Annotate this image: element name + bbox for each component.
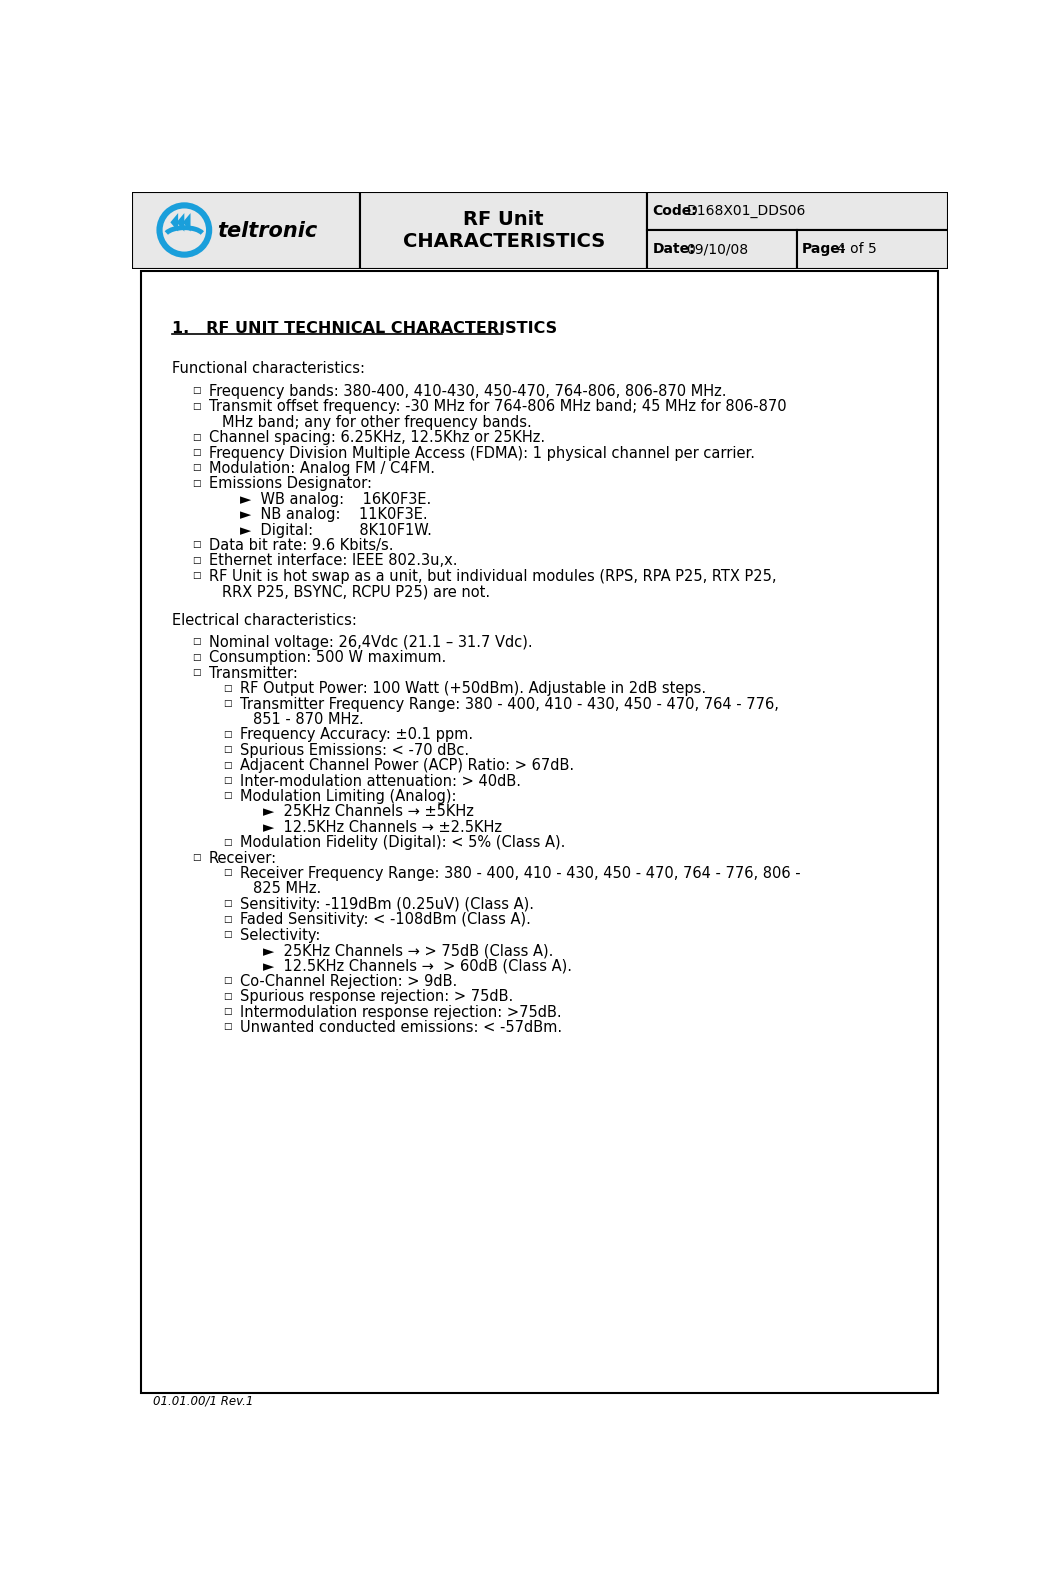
Text: □: □ [223,776,232,785]
Text: ►  12.5KHz Channels →  > 60dB (Class A).: ► 12.5KHz Channels → > 60dB (Class A). [263,959,573,974]
Text: ►  Digital:          8K10F1W.: ► Digital: 8K10F1W. [240,522,432,538]
Bar [132,192,948,268]
Text: Spurious Emissions: < -70 dBc.: Spurious Emissions: < -70 dBc. [240,742,470,758]
Text: □: □ [192,402,200,410]
Text: □: □ [223,1007,232,1017]
Text: Consumption: 500 W maximum.: Consumption: 500 W maximum. [210,651,446,666]
Text: □: □ [223,1023,232,1031]
Text: 825 MHz.: 825 MHz. [253,881,321,897]
Text: Receiver Frequency Range: 380 - 400, 410 - 430, 450 - 470, 764 - 776, 806 -: Receiver Frequency Range: 380 - 400, 410… [240,867,800,881]
Text: □: □ [192,571,200,579]
Text: Unwanted conducted emissions: < -57dBm.: Unwanted conducted emissions: < -57dBm. [240,1020,562,1036]
Text: □: □ [223,915,232,924]
Text: ►  12.5KHz Channels → ±2.5KHz: ► 12.5KHz Channels → ±2.5KHz [263,820,502,835]
Text: Receiver:: Receiver: [210,851,277,865]
Text: 1.   RF UNIT TECHNICAL CHARACTERISTICS: 1. RF UNIT TECHNICAL CHARACTERISTICS [172,321,557,335]
Text: RF Output Power: 100 Watt (+50dBm). Adjustable in 2dB steps.: RF Output Power: 100 Watt (+50dBm). Adju… [240,681,707,696]
Text: □: □ [223,729,232,739]
Bar [647,230,797,268]
Text: Electrical characteristics:: Electrical characteristics: [172,613,357,629]
Text: ►  25KHz Channels → ±5KHz: ► 25KHz Channels → ±5KHz [263,804,474,819]
Text: Co-Channel Rejection: > 9dB.: Co-Channel Rejection: > 9dB. [240,974,457,990]
Circle shape [162,209,206,252]
Text: □: □ [223,745,232,755]
Text: Selectivity:: Selectivity: [240,927,320,943]
Text: Inter-modulation attenuation: > 40dB.: Inter-modulation attenuation: > 40dB. [240,774,521,788]
Text: Frequency Accuracy: ±0.1 ppm.: Frequency Accuracy: ±0.1 ppm. [240,728,473,742]
Text: □: □ [192,448,200,456]
Text: □: □ [223,699,232,709]
Text: Date:: Date: [653,243,695,257]
Text: □: □ [192,463,200,472]
Text: Transmitter:: Transmitter: [210,666,298,681]
Text: □: □ [192,653,200,662]
Text: ►  WB analog:    16K0F3E.: ► WB analog: 16K0F3E. [240,492,432,508]
Text: Page:: Page: [802,243,847,257]
Polygon shape [171,214,178,231]
Text: Data bit rate: 9.6 Kbits/s.: Data bit rate: 9.6 Kbits/s. [210,538,394,554]
Text: □: □ [223,868,232,878]
Bar [797,230,948,268]
Text: □: □ [223,977,232,985]
Text: Frequency bands: 380-400, 410-430, 450-470, 764-806, 806-870 MHz.: Frequency bands: 380-400, 410-430, 450-4… [210,385,727,399]
Text: RF Unit is hot swap as a unit, but individual modules (RPS, RPA P25, RTX P25,: RF Unit is hot swap as a unit, but indiv… [210,568,777,584]
Text: □: □ [192,479,200,488]
Text: □: □ [192,637,200,646]
Text: Modulation Limiting (Analog):: Modulation Limiting (Analog): [240,788,457,804]
Text: Modulation: Analog FM / C4FM.: Modulation: Analog FM / C4FM. [210,461,435,476]
Text: □: □ [223,991,232,1001]
Polygon shape [177,214,184,231]
Text: Spurious response rejection: > 75dB.: Spurious response rejection: > 75dB. [240,990,514,1004]
Bar [360,192,647,268]
Text: □: □ [223,930,232,938]
Text: □: □ [192,386,200,396]
Text: RRX P25, BSYNC, RCPU P25) are not.: RRX P25, BSYNC, RCPU P25) are not. [221,584,490,598]
Text: □: □ [223,838,232,846]
Text: □: □ [192,852,200,862]
Text: Modulation Fidelity (Digital): < 5% (Class A).: Modulation Fidelity (Digital): < 5% (Cla… [240,835,565,851]
Text: Frequency Division Multiple Access (FDMA): 1 physical channel per carrier.: Frequency Division Multiple Access (FDMA… [210,445,755,461]
Text: ►  25KHz Channels → > 75dB (Class A).: ► 25KHz Channels → > 75dB (Class A). [263,943,554,958]
Text: Code:: Code: [653,204,697,217]
Text: teltronic: teltronic [217,220,317,241]
Circle shape [157,203,213,257]
Text: ►  NB analog:    11K0F3E.: ► NB analog: 11K0F3E. [240,508,428,522]
Text: Transmitter Frequency Range: 380 - 400, 410 - 430, 450 - 470, 764 - 776,: Transmitter Frequency Range: 380 - 400, … [240,696,779,712]
Bar [132,192,360,268]
Text: Channel spacing: 6.25KHz, 12.5Khz or 25KHz.: Channel spacing: 6.25KHz, 12.5Khz or 25K… [210,431,545,445]
Bar [647,192,948,230]
Text: RF Unit
CHARACTERISTICS: RF Unit CHARACTERISTICS [402,209,604,251]
Text: □: □ [192,669,200,677]
Text: Transmit offset frequency: -30 MHz for 764-806 MHz band; 45 MHz for 806-870: Transmit offset frequency: -30 MHz for 7… [210,399,787,415]
Text: Functional characteristics:: Functional characteristics: [172,361,365,377]
Text: Adjacent Channel Power (ACP) Ratio: > 67dB.: Adjacent Channel Power (ACP) Ratio: > 67… [240,758,574,772]
Text: 4 of 5: 4 of 5 [837,243,877,257]
Text: □: □ [192,541,200,549]
Text: 01.01.00/1 Rev.1: 01.01.00/1 Rev.1 [154,1395,254,1408]
Text: □: □ [223,792,232,800]
Text: □: □ [192,555,200,565]
Polygon shape [183,214,191,231]
Text: □: □ [192,433,200,442]
Text: □: □ [223,761,232,769]
Text: MHz band; any for other frequency bands.: MHz band; any for other frequency bands. [221,415,532,429]
Text: 851 - 870 MHz.: 851 - 870 MHz. [253,712,363,728]
Text: □: □ [223,683,232,693]
Text: Nominal voltage: 26,4Vdc (21.1 – 31.7 Vdc).: Nominal voltage: 26,4Vdc (21.1 – 31.7 Vd… [210,635,533,650]
Text: Intermodulation response rejection: >75dB.: Intermodulation response rejection: >75d… [240,1004,561,1020]
Text: □: □ [223,899,232,908]
Text: Faded Sensitivity: < -108dBm (Class A).: Faded Sensitivity: < -108dBm (Class A). [240,913,531,927]
Text: D168X01_DDS06: D168X01_DDS06 [687,204,806,217]
Text: Emissions Designator:: Emissions Designator: [210,477,372,492]
Text: 09/10/08: 09/10/08 [687,243,749,257]
Text: Sensitivity: -119dBm (0.25uV) (Class A).: Sensitivity: -119dBm (0.25uV) (Class A). [240,897,534,911]
Text: Ethernet interface: IEEE 802.3u,x.: Ethernet interface: IEEE 802.3u,x. [210,554,458,568]
